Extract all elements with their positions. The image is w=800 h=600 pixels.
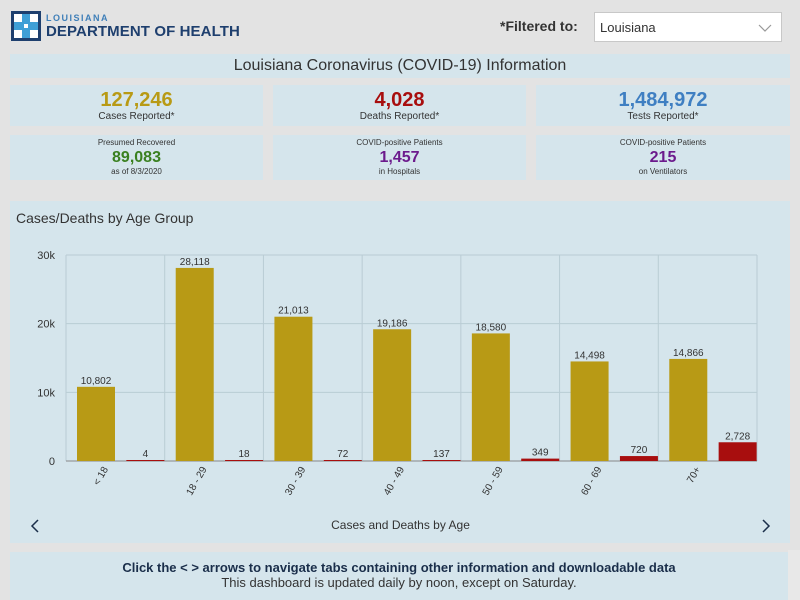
deaths-bar bbox=[422, 460, 461, 461]
logo-department-text: DEPARTMENT OF HEALTH bbox=[46, 23, 240, 40]
hospitals-label: in Hospitals bbox=[378, 167, 421, 176]
y-tick-label: 10k bbox=[37, 387, 55, 399]
cases-value: 127,246 bbox=[100, 89, 173, 111]
ventilators-label: on Ventilators bbox=[638, 167, 688, 176]
ldh-logo: LOUISIANA DEPARTMENT OF HEALTH bbox=[11, 9, 251, 45]
header: LOUISIANA DEPARTMENT OF HEALTH *Filtered… bbox=[0, 0, 800, 50]
deaths-data-label: 349 bbox=[532, 448, 549, 459]
cases-bar bbox=[471, 333, 510, 461]
recovered-card: Presumed Recovered 89,083 as of 8/3/2020 bbox=[10, 135, 263, 180]
region-filter-dropdown[interactable]: Louisiana bbox=[594, 12, 782, 42]
instructions-panel: Click the < > arrows to navigate tabs co… bbox=[10, 552, 788, 600]
tests-label: Tests Reported* bbox=[627, 111, 699, 122]
cases-label: Cases Reported* bbox=[98, 111, 175, 122]
deaths-bar bbox=[619, 456, 658, 461]
deaths-data-label: 137 bbox=[433, 449, 450, 460]
cases-data-label: 28,118 bbox=[180, 257, 210, 268]
health-cross-logo-icon bbox=[11, 11, 41, 41]
x-category-label: < 18 bbox=[92, 465, 112, 488]
cases-bar bbox=[669, 358, 708, 461]
update-schedule-note: This dashboard is updated daily by noon,… bbox=[221, 575, 577, 590]
ventilators-card: COVID-positive Patients 215 on Ventilato… bbox=[536, 135, 790, 180]
hospitals-value: 1,457 bbox=[379, 149, 420, 166]
age-group-chart-panel: Cases/Deaths by Age Group 0 10k 20k 30k 10,8… bbox=[10, 201, 790, 543]
deaths-data-label: 720 bbox=[631, 445, 648, 456]
cases-bar bbox=[570, 361, 609, 461]
cases-bar bbox=[175, 267, 214, 461]
age-group-bar-chart: 0 10k 20k 30k 10,802 4 < 18 28,118 18 18 - 29 21,0… bbox=[37, 250, 758, 498]
cases-card: 127,246 Cases Reported* bbox=[10, 85, 263, 126]
tab-navigation-bar: Cases and Deaths by Age bbox=[21, 513, 780, 540]
x-category-label: 50 - 59 bbox=[481, 465, 506, 498]
cases-data-label: 14,498 bbox=[574, 350, 605, 361]
cases-bar bbox=[77, 386, 115, 461]
tests-value: 1,484,972 bbox=[618, 89, 708, 111]
plot-area bbox=[66, 255, 757, 461]
cases-data-label: 19,186 bbox=[377, 318, 408, 329]
ventilators-pre-label: COVID-positive Patients bbox=[619, 138, 707, 147]
deaths-data-label: 4 bbox=[143, 449, 149, 460]
dashboard-title: Louisiana Coronavirus (COVID-19) Informa… bbox=[233, 57, 567, 74]
filter-label: *Filtered to: bbox=[500, 18, 578, 34]
previous-tab-arrow-icon[interactable] bbox=[29, 518, 43, 534]
region-filter-value: Louisiana bbox=[600, 20, 656, 35]
dashboard-title-bar: Louisiana Coronavirus (COVID-19) Informa… bbox=[10, 54, 790, 78]
hospitals-pre-label: COVID-positive Patients bbox=[356, 138, 443, 147]
hospitals-card: COVID-positive Patients 1,457 in Hospita… bbox=[273, 135, 526, 180]
y-tick-label: 30k bbox=[37, 250, 55, 262]
vertical-scrollbar[interactable] bbox=[788, 550, 800, 600]
tests-card: 1,484,972 Tests Reported* bbox=[536, 85, 790, 126]
x-category-label: 70+ bbox=[685, 465, 703, 485]
deaths-card: 4,028 Deaths Reported* bbox=[273, 85, 526, 126]
deaths-label: Deaths Reported* bbox=[359, 111, 440, 122]
cases-data-label: 10,802 bbox=[81, 376, 112, 387]
cases-bar bbox=[373, 329, 412, 461]
cases-data-label: 14,866 bbox=[673, 348, 704, 359]
deaths-bar bbox=[225, 460, 264, 461]
x-category-label: 40 - 49 bbox=[382, 465, 407, 498]
cases-data-label: 18,580 bbox=[476, 322, 507, 333]
next-tab-arrow-icon[interactable] bbox=[758, 518, 772, 534]
deaths-value: 4,028 bbox=[374, 89, 425, 111]
chevron-down-icon bbox=[758, 24, 772, 32]
deaths-bar bbox=[323, 460, 362, 461]
logo-state-text: LOUISIANA bbox=[46, 13, 109, 23]
recovered-date-label: as of 8/3/2020 bbox=[111, 167, 162, 176]
deaths-bar bbox=[521, 458, 560, 461]
cases-bar bbox=[274, 316, 313, 461]
chart-title: Cases/Deaths by Age Group bbox=[16, 210, 194, 226]
x-category-label: 60 - 69 bbox=[579, 465, 604, 498]
deaths-data-label: 72 bbox=[337, 449, 349, 460]
x-category-label: 30 - 39 bbox=[283, 465, 308, 498]
deaths-data-label: 2,728 bbox=[725, 431, 750, 442]
current-tab-label: Cases and Deaths by Age bbox=[331, 518, 470, 532]
recovered-value: 89,083 bbox=[112, 149, 161, 166]
navigation-instructions: Click the < > arrows to navigate tabs co… bbox=[122, 560, 676, 575]
deaths-bar bbox=[126, 460, 165, 461]
x-category-label: 18 - 29 bbox=[185, 465, 210, 498]
recovered-pre-label: Presumed Recovered bbox=[97, 138, 176, 147]
y-tick-label: 20k bbox=[37, 319, 55, 331]
deaths-bar bbox=[718, 442, 757, 461]
cases-data-label: 21,013 bbox=[278, 306, 309, 317]
ventilators-value: 215 bbox=[649, 149, 677, 166]
deaths-data-label: 18 bbox=[239, 449, 251, 460]
y-tick-label: 0 bbox=[49, 456, 55, 468]
